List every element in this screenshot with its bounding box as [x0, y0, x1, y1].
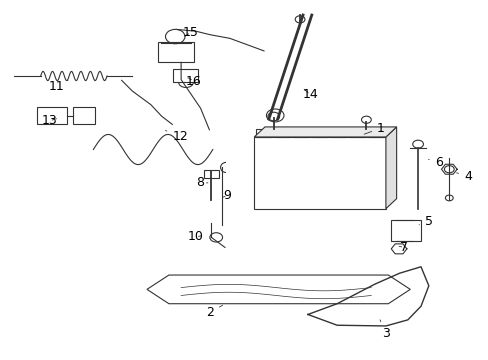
Text: 10: 10 — [187, 230, 203, 243]
Text: 9: 9 — [223, 189, 231, 202]
Polygon shape — [147, 275, 409, 304]
Text: 8: 8 — [195, 176, 207, 189]
Bar — [331, 129, 346, 137]
Bar — [368, 129, 383, 137]
Polygon shape — [254, 127, 396, 137]
Text: 4: 4 — [456, 170, 471, 183]
Bar — [173, 69, 197, 82]
Polygon shape — [385, 127, 396, 209]
Bar — [349, 129, 365, 137]
Text: 5: 5 — [418, 215, 432, 228]
Bar — [254, 137, 385, 209]
Bar — [73, 107, 95, 125]
Text: 6: 6 — [427, 156, 442, 169]
Bar — [312, 129, 327, 137]
Bar — [203, 170, 218, 178]
Text: 7: 7 — [398, 241, 407, 254]
Text: 11: 11 — [49, 80, 68, 93]
Text: 15: 15 — [183, 26, 199, 39]
Text: 2: 2 — [206, 305, 222, 319]
Text: 13: 13 — [41, 114, 57, 127]
Text: 1: 1 — [364, 122, 384, 135]
Bar — [293, 129, 308, 137]
Text: 12: 12 — [165, 130, 187, 143]
Bar — [37, 107, 66, 125]
Bar — [274, 129, 289, 137]
Text: 16: 16 — [185, 75, 201, 87]
Text: 3: 3 — [379, 320, 389, 340]
Text: 14: 14 — [302, 88, 318, 101]
Bar — [256, 129, 270, 137]
Bar — [158, 41, 194, 62]
Bar — [390, 220, 420, 241]
